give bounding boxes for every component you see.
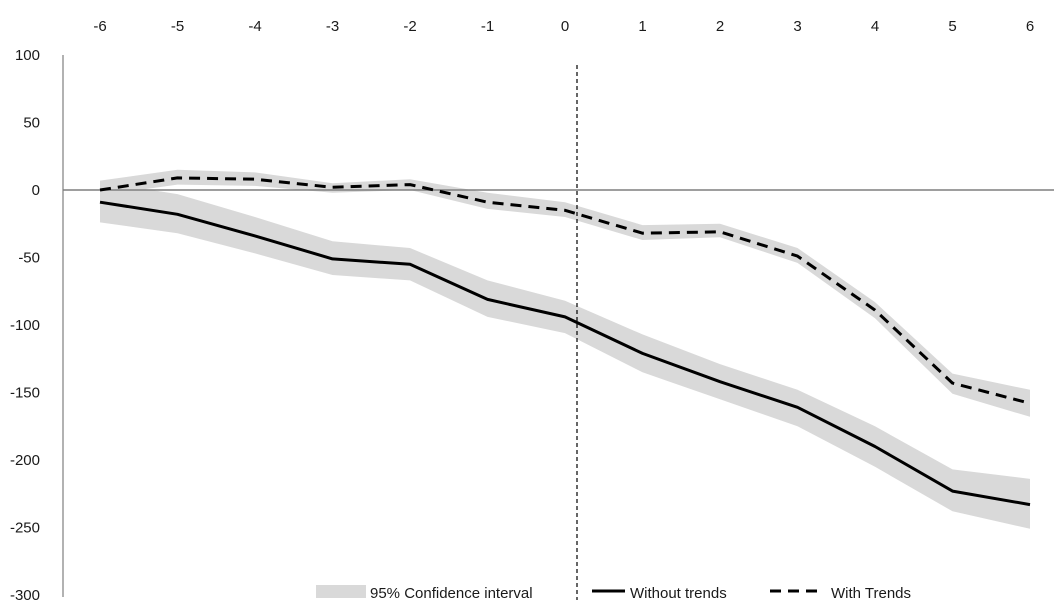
legend: 95% Confidence interval Without trends W…: [316, 585, 911, 602]
y-tick-label: 50: [23, 115, 40, 132]
y-tick-label: -100: [10, 317, 40, 334]
legend-with-trends-label: With Trends: [831, 585, 911, 602]
x-tick-label: 3: [793, 18, 801, 35]
x-tick-label: 4: [871, 18, 879, 35]
y-tick-label: -50: [18, 250, 40, 267]
y-tick-label: -200: [10, 452, 40, 469]
legend-ci-swatch: [316, 585, 366, 598]
ci-band-without-trends: [100, 181, 1030, 529]
x-tick-label: 6: [1026, 18, 1034, 35]
ci-band-with-trends: [100, 169, 1030, 417]
series-line-with-trends: [99, 176, 1031, 405]
legend-ci-label: 95% Confidence interval: [370, 585, 533, 602]
y-tick-label: -250: [10, 520, 40, 537]
y-tick-label: -150: [10, 385, 40, 402]
y-tick-label: -300: [10, 587, 40, 603]
x-tick-label: 5: [948, 18, 956, 35]
axes-layer: [62, 55, 1054, 600]
x-tick-label: -2: [403, 18, 416, 35]
x-tick-label: -6: [93, 18, 106, 35]
y-tick-label: 100: [15, 47, 40, 64]
x-tick-label: 1: [638, 18, 646, 35]
ci-bands-layer: [100, 169, 1030, 529]
y-tick-label: 0: [32, 182, 40, 199]
x-tick-label: 2: [716, 18, 724, 35]
x-tick-label: -3: [326, 18, 339, 35]
x-tick-label: -1: [481, 18, 494, 35]
legend-without-trends-label: Without trends: [630, 585, 727, 602]
series-lines-layer: [99, 176, 1031, 507]
x-tick-label: -4: [248, 18, 261, 35]
series-line-without-trends: [99, 200, 1031, 507]
x-tick-labels: -6 -5 -4 -3 -2 -1 0 1 2 3 4 5 6: [93, 18, 1034, 35]
x-tick-label: -5: [171, 18, 184, 35]
x-tick-label: 0: [561, 18, 569, 35]
y-tick-labels: 100 50 0 -50 -100 -150 -200 -250 -300: [10, 47, 40, 603]
